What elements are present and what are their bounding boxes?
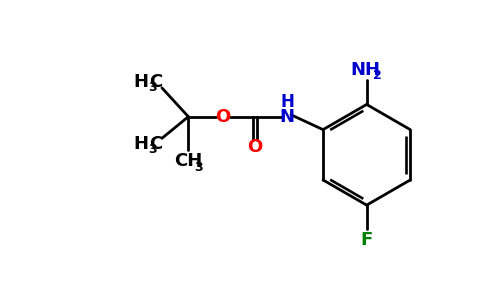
Text: O: O (247, 138, 262, 156)
Text: H: H (134, 73, 149, 91)
Text: 3: 3 (149, 143, 157, 156)
Text: 3: 3 (195, 160, 203, 173)
Text: H: H (280, 93, 294, 111)
Text: 2: 2 (373, 69, 381, 82)
Text: 3: 3 (149, 81, 157, 94)
Text: C: C (149, 73, 162, 91)
Text: H: H (134, 135, 149, 153)
Text: NH: NH (351, 61, 381, 79)
Text: N: N (280, 108, 295, 126)
Text: O: O (215, 108, 230, 126)
Text: F: F (361, 231, 373, 249)
Text: C: C (149, 135, 162, 153)
Text: CH: CH (174, 152, 202, 170)
